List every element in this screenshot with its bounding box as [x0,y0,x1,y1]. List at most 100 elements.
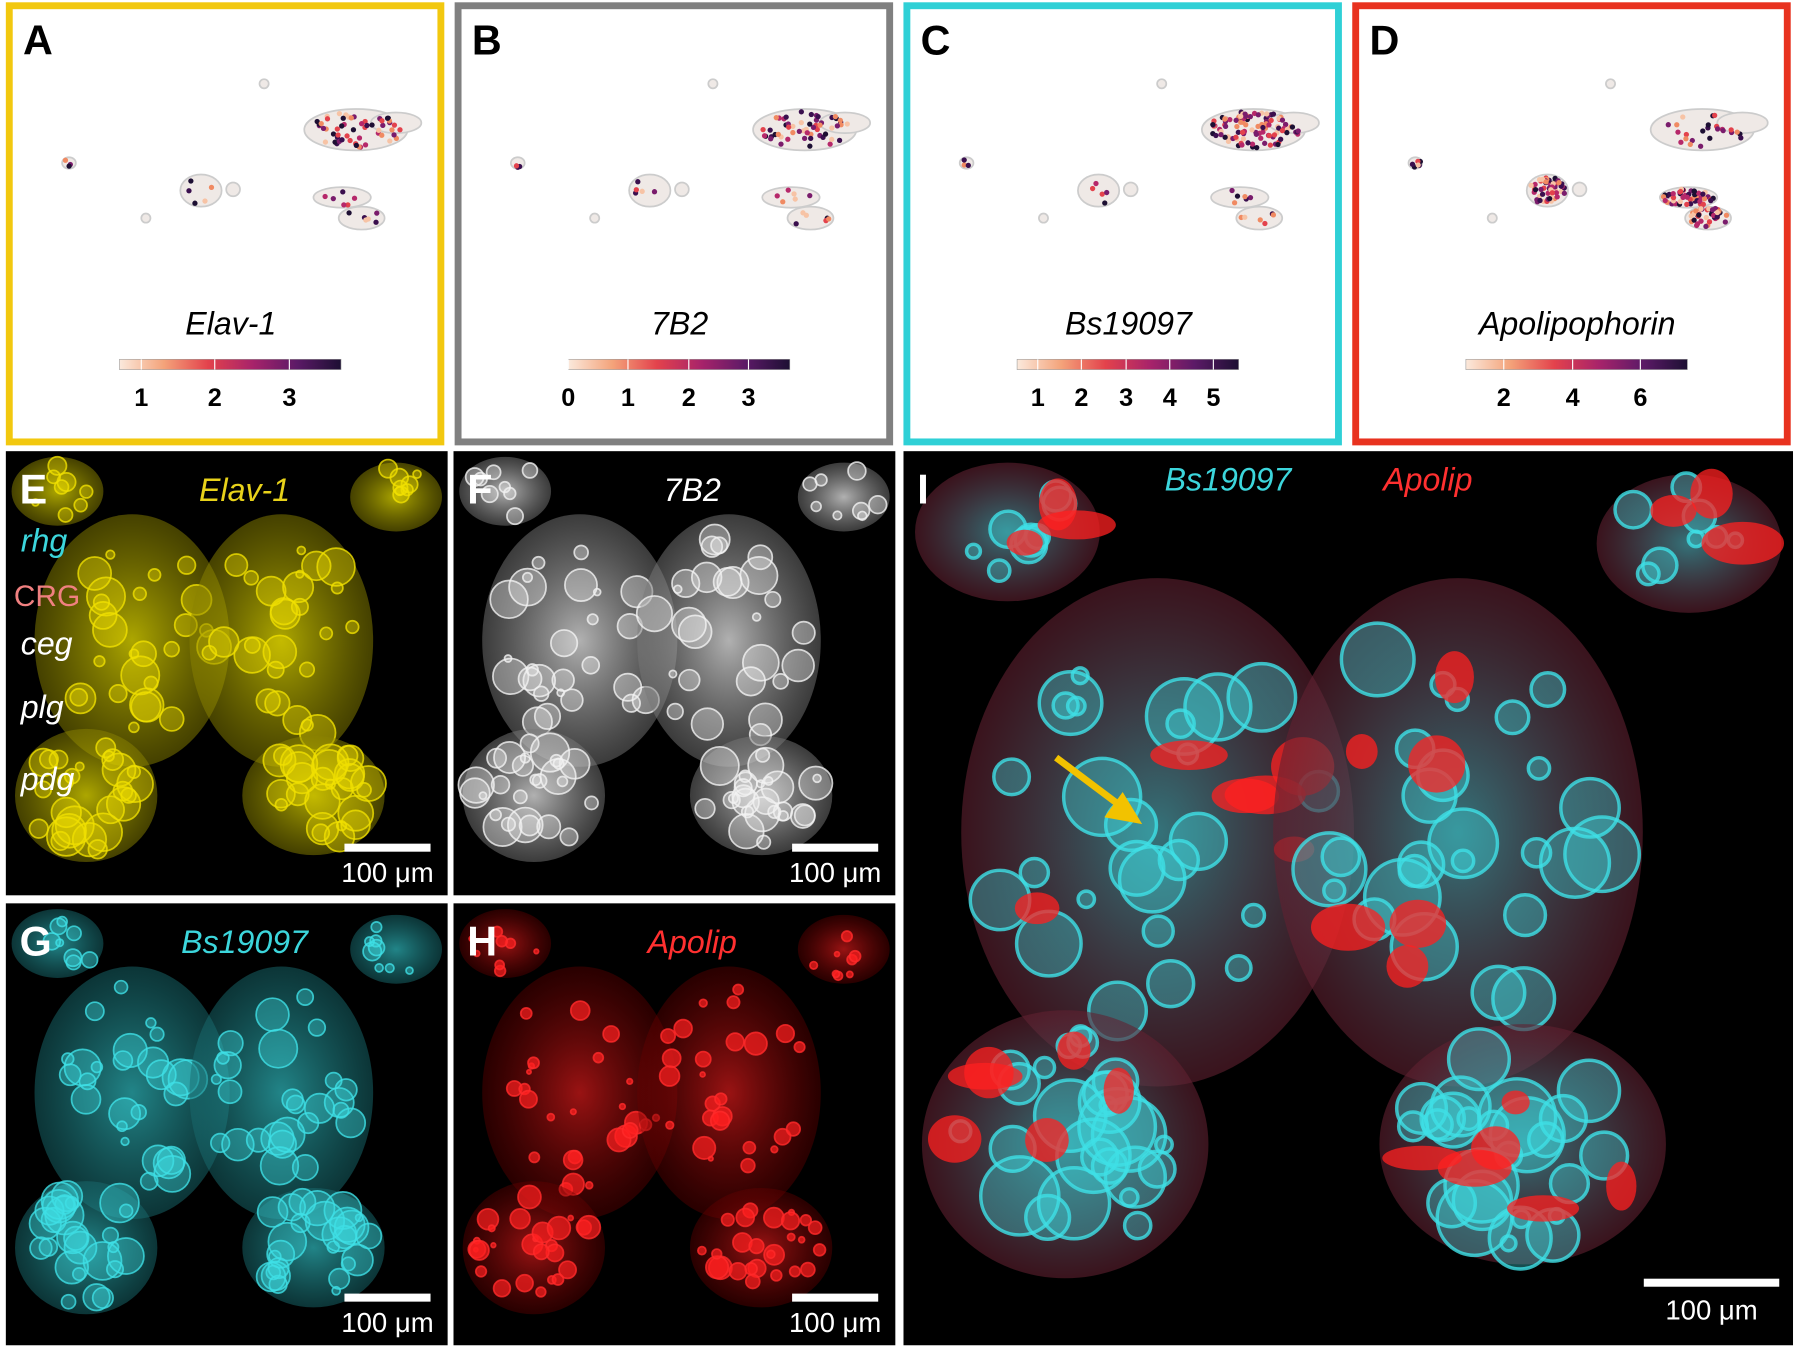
cell [810,500,822,513]
cell [1108,839,1166,897]
cell [1494,699,1531,736]
umap-dot [1253,131,1260,137]
umap-dot [318,121,324,127]
umap-dot [374,210,380,216]
umap-dot [829,125,835,131]
umap-dot [1260,129,1266,135]
cell [857,510,868,522]
stain-label: Elav-1 [199,472,290,508]
scale-bar-label: 100 μm [1665,1294,1757,1325]
cell [1291,831,1368,908]
umap-dot [1728,127,1734,133]
colorbar-tick-label: 4 [1566,384,1580,412]
cell [337,794,375,832]
umap-dot [1234,193,1241,199]
cell [63,1048,102,1087]
umap-dot [1222,134,1228,140]
cell [333,1209,370,1246]
umap-cluster [1156,78,1168,90]
umap-dot [1102,200,1108,206]
cell [770,1145,779,1154]
cell [126,764,141,779]
cell [99,1182,140,1224]
umap-dot [1295,128,1301,134]
umap-dot [1238,113,1244,119]
umap-dot [1532,186,1539,193]
cell [735,1207,756,1228]
apolip-signal [964,1046,1014,1099]
umap-dot [513,163,520,169]
umap-dot [369,122,375,128]
umap-cluster [818,111,872,135]
colorbar [119,358,342,370]
cell [210,1132,231,1154]
cell [814,473,828,487]
umap-dot [1720,127,1726,134]
umap-dot [379,132,385,138]
scale-bar [792,1293,879,1302]
cell [34,780,53,799]
cell [305,811,340,846]
umap-dot [1238,119,1244,125]
cell [709,1110,731,1131]
umap-cluster [1486,212,1498,224]
cell [658,1065,681,1087]
region-label: CRG [14,580,80,613]
region-label: pdg [20,761,75,797]
umap-dot [1705,122,1711,128]
cell [1559,776,1621,839]
cell [54,1250,89,1285]
cell [529,732,571,773]
tissue-lobe [637,514,821,767]
umap-cluster [1605,78,1616,90]
panel-letter: A [23,18,53,64]
umap-dot [1242,214,1248,220]
apolip-signal [1150,740,1228,771]
umap-dot [1266,132,1272,139]
cell [84,1001,105,1022]
cell [354,1213,364,1223]
umap-dot [1229,187,1235,194]
cell [626,1077,634,1086]
cell [143,675,159,691]
cell [69,687,89,707]
colorbar-tick-label: 2 [1074,384,1088,412]
cell [1322,878,1347,903]
umap-dot [780,199,786,205]
cell [602,1025,620,1043]
umap-dot [380,122,386,129]
apolip-signal [1310,903,1386,951]
umap-dot [1233,117,1239,123]
cell [485,464,502,481]
cell [714,1092,728,1106]
scale-bar-label: 100 μm [789,857,881,888]
umap-dot [322,193,328,200]
umap-dot [808,135,814,141]
umap-dot [1249,141,1256,147]
umap-dot [334,126,340,132]
umap-dot [1240,136,1247,142]
cell [728,1261,748,1281]
umap-dot [1688,213,1694,219]
cell [282,571,315,604]
cell [562,1149,584,1171]
cell [370,921,383,934]
umap-dot [1213,132,1219,139]
cell [107,1237,145,1275]
cell [345,619,360,635]
umap-dot [1680,114,1686,120]
umap-dot [192,200,198,206]
cell [546,1215,572,1241]
umap-dot [1235,129,1241,135]
cell [116,1120,128,1133]
apolip-signal [1507,1195,1580,1222]
cell [299,1190,336,1227]
umap-dot [341,202,347,208]
cell [384,963,395,974]
cell [807,1220,823,1236]
umap-dot [1707,135,1713,141]
cell [332,1101,350,1119]
cell [493,741,527,774]
cell [156,1145,186,1175]
umap-dot [778,141,784,147]
